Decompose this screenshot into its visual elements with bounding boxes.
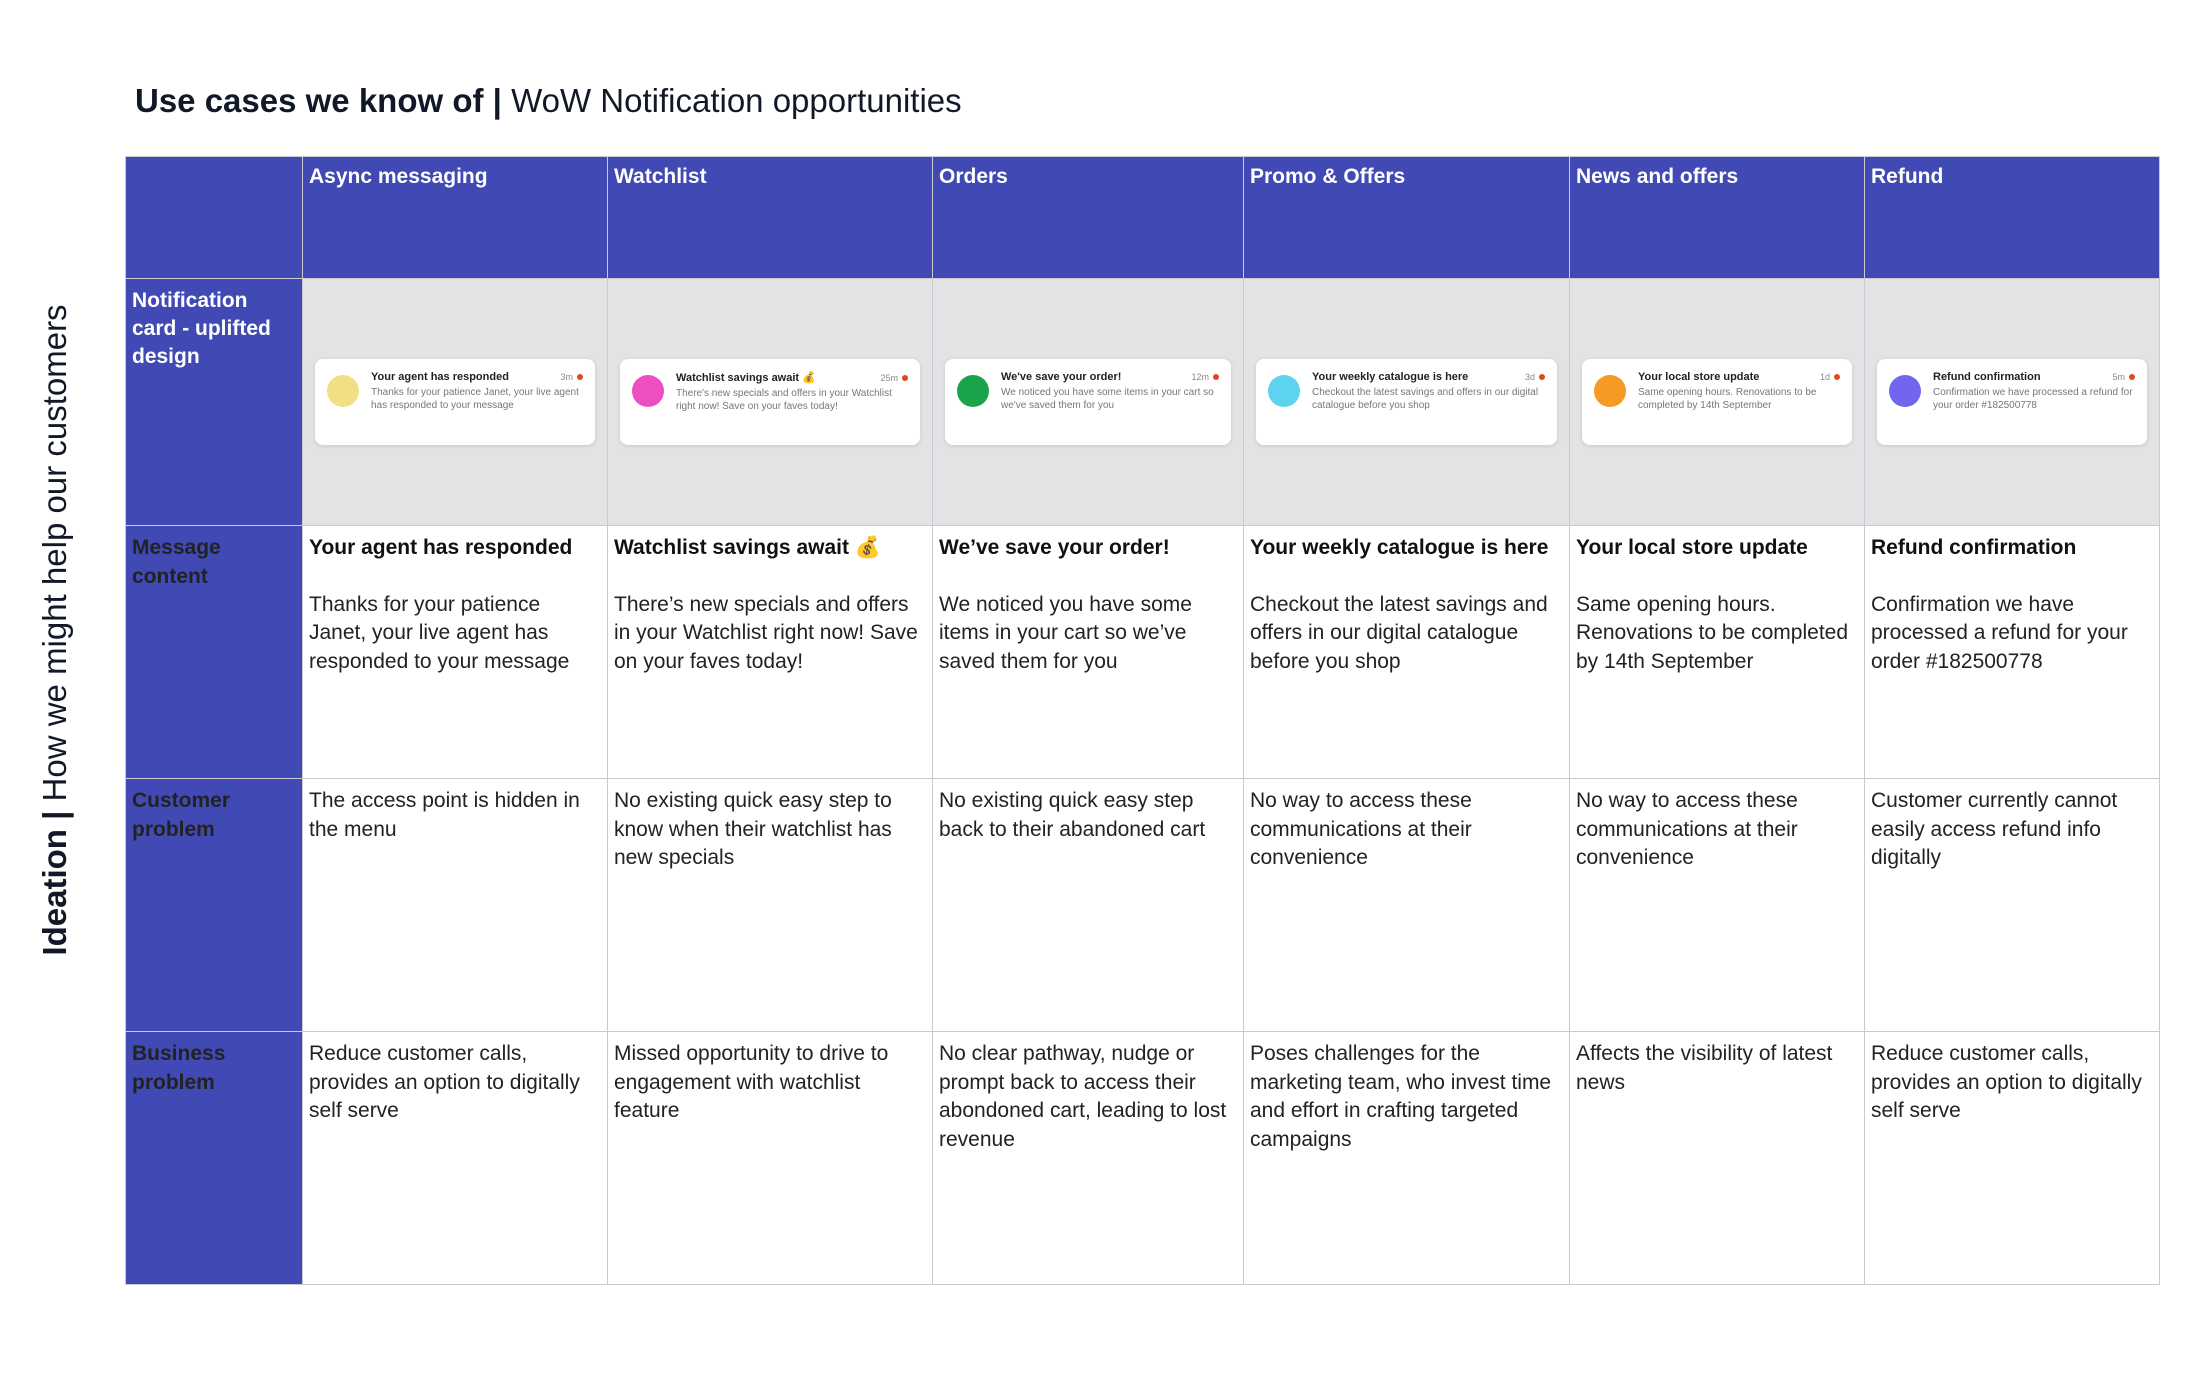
message-cell: Refund confirmation Confirmation we have … [1864, 525, 2160, 779]
message-title: Your weekly catalogue is here [1250, 536, 1549, 559]
header-corner [125, 156, 303, 279]
notification-body: We noticed you have some items in your c… [1001, 387, 1214, 411]
column-header: Async messaging [302, 156, 608, 279]
avatar [1268, 375, 1300, 407]
business-problem-cell: Missed opportunity to drive to engagemen… [607, 1031, 933, 1285]
notification-card[interactable]: We've save your order! 12m We noticed yo… [945, 359, 1231, 445]
card-cell: Your weekly catalogue is here 3d Checkou… [1243, 278, 1570, 526]
notification-body: Confirmation we have processed a refund … [1933, 387, 2133, 411]
customer-problem-row: Customer problem The access point is hid… [125, 778, 2160, 1032]
message-body: Checkout the latest savings and offers i… [1250, 592, 1548, 673]
message-title: Your local store update [1576, 536, 1808, 559]
notification-body: Checkout the latest savings and offers i… [1312, 387, 1539, 411]
notification-title: Watchlist savings await 💰 [676, 372, 816, 384]
notification-time: 5m [2112, 372, 2125, 382]
unread-dot-icon [577, 374, 583, 380]
page-title: Use cases we know of | WoW Notification … [135, 82, 962, 120]
unread-dot-icon [2129, 374, 2135, 380]
notification-time: 25m [880, 372, 898, 383]
customer-problem-cell: No existing quick easy step to know when… [607, 778, 933, 1032]
page-title-regular: WoW Notification opportunities [511, 82, 962, 119]
notification-card[interactable]: Refund confirmation 5m Confirmation we h… [1877, 359, 2147, 445]
message-body: There’s new specials and offers in your … [614, 592, 918, 673]
unread-dot-icon [1834, 374, 1840, 380]
business-problem-cell: Reduce customer calls, provides an optio… [1864, 1031, 2160, 1285]
notification-card-row: Notification card - uplifted design Your… [125, 278, 2160, 526]
message-body: Thanks for your patience Janet, your liv… [309, 592, 570, 673]
column-header: Refund [1864, 156, 2160, 279]
unread-dot-icon [902, 374, 908, 381]
customer-problem-cell: Customer currently cannot easily access … [1864, 778, 2160, 1032]
side-label-regular: How we might help our customers [36, 304, 73, 802]
side-label: Ideation | How we might help our custome… [36, 304, 74, 955]
column-header: News and offers [1569, 156, 1865, 279]
header-row: Async messaging Watchlist Orders Promo &… [125, 156, 2160, 279]
use-case-table: Async messaging Watchlist Orders Promo &… [125, 156, 2160, 1285]
customer-problem-cell: The access point is hidden in the menu [302, 778, 608, 1032]
message-body: Same opening hours. Renovations to be co… [1576, 592, 1849, 673]
card-cell: Refund confirmation 5m Confirmation we h… [1864, 278, 2160, 526]
notification-time: 12m [1191, 372, 1209, 382]
notification-time: 1d [1819, 372, 1830, 382]
row-label-notification-card: Notification card - uplifted design [125, 278, 303, 526]
column-header: Orders [932, 156, 1244, 279]
row-label-business-problem: Business problem [125, 1031, 303, 1285]
unread-dot-icon [1213, 374, 1219, 380]
message-title: Watchlist savings await 💰 [614, 536, 881, 559]
avatar [632, 375, 664, 407]
notification-body: Thanks for your patience Janet, your liv… [371, 387, 579, 411]
notification-card[interactable]: Your local store update 1d Same opening … [1582, 359, 1852, 445]
message-content-row: Message content Your agent has responded… [125, 525, 2160, 779]
business-problem-cell: Reduce customer calls, provides an optio… [302, 1031, 608, 1285]
avatar [957, 375, 989, 407]
notification-title: Your agent has responded [371, 371, 509, 383]
notification-body: Same opening hours. Renovations to be co… [1638, 387, 1817, 411]
notification-card[interactable]: Your agent has responded 3m Thanks for y… [315, 359, 595, 445]
card-cell: Your local store update 1d Same opening … [1569, 278, 1865, 526]
message-cell: Your agent has responded Thanks for your … [302, 525, 608, 779]
notification-title: We've save your order! [1001, 371, 1122, 383]
message-cell: Your local store update Same opening hour… [1569, 525, 1865, 779]
customer-problem-cell: No way to access these communications at… [1243, 778, 1570, 1032]
message-title: Your agent has responded [309, 536, 573, 559]
notification-card[interactable]: Your weekly catalogue is here 3d Checkou… [1256, 359, 1557, 445]
message-cell: We’ve save your order! We noticed you hav… [932, 525, 1244, 779]
business-problem-row: Business problem Reduce customer calls, … [125, 1031, 2160, 1285]
message-title: Refund confirmation [1871, 536, 2077, 559]
page-title-bold: Use cases we know of | [135, 82, 502, 119]
notification-body: There's new specials and offers in your … [676, 388, 892, 412]
message-body: Confirmation we have processed a refund … [1871, 592, 2128, 673]
row-label-customer-problem: Customer problem [125, 778, 303, 1032]
row-label-message-content: Message content [125, 525, 303, 779]
avatar [1889, 375, 1921, 407]
message-title: We’ve save your order! [939, 536, 1170, 559]
unread-dot-icon [1539, 374, 1545, 380]
card-cell: Your agent has responded 3m Thanks for y… [302, 278, 608, 526]
avatar [1594, 375, 1626, 407]
notification-time: 3m [560, 372, 573, 382]
card-cell: Watchlist savings await 💰 25m There's ne… [607, 278, 933, 526]
notification-title: Refund confirmation [1933, 371, 2041, 383]
avatar [327, 375, 359, 407]
business-problem-cell: Poses challenges for the marketing team,… [1243, 1031, 1570, 1285]
column-header: Promo & Offers [1243, 156, 1570, 279]
card-cell: We've save your order! 12m We noticed yo… [932, 278, 1244, 526]
customer-problem-cell: No way to access these communications at… [1569, 778, 1865, 1032]
side-label-bold: Ideation | [36, 810, 73, 956]
notification-title: Your local store update [1638, 371, 1760, 383]
customer-problem-cell: No existing quick easy step back to thei… [932, 778, 1244, 1032]
message-cell: Watchlist savings await 💰 There’s new spe… [607, 525, 933, 779]
notification-title: Your weekly catalogue is here [1312, 371, 1469, 383]
message-body: We noticed you have some items in your c… [939, 592, 1192, 673]
business-problem-cell: Affects the visibility of latest news [1569, 1031, 1865, 1285]
notification-time: 3d [1524, 372, 1535, 382]
column-header: Watchlist [607, 156, 933, 279]
notification-card[interactable]: Watchlist savings await 💰 25m There's ne… [620, 359, 920, 445]
message-cell: Your weekly catalogue is here Checkout th… [1243, 525, 1570, 779]
business-problem-cell: No clear pathway, nudge or prompt back t… [932, 1031, 1244, 1285]
